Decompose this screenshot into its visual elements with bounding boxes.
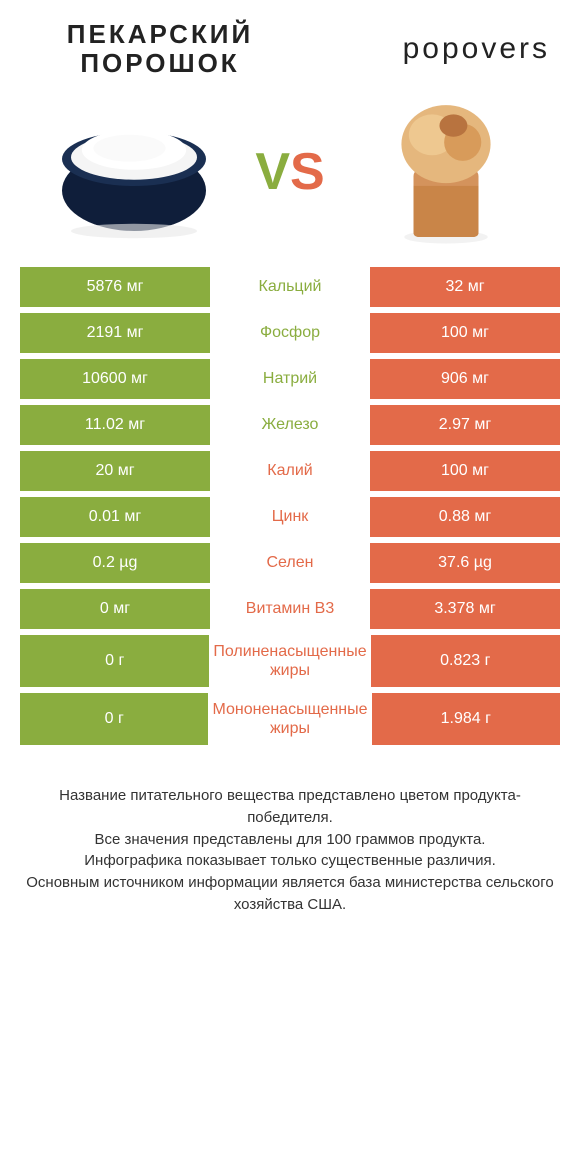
value-left: 0.2 µg [20,543,210,583]
table-row: 10600 мгНатрий906 мг [20,359,560,399]
nutrient-label: Мононенасыщенные жиры [208,693,371,745]
title-right: popovers [290,32,550,66]
value-right: 3.378 мг [370,589,560,629]
table-row: 2191 мгФосфор100 мг [20,313,560,353]
value-right: 906 мг [370,359,560,399]
comparison-table: 5876 мгКальций32 мг2191 мгФосфор100 мг10… [20,267,560,745]
nutrient-label: Полиненасыщенные жиры [209,635,370,687]
value-right: 32 мг [370,267,560,307]
infographic: ПЕКАРСКИЙ ПОРОШОК popovers VS [0,0,580,936]
table-row: 0 гМононенасыщенные жиры1.984 г [20,693,560,745]
popover-image [333,97,560,247]
table-row: 20 мгКалий100 мг [20,451,560,491]
value-right: 37.6 µg [370,543,560,583]
value-left: 5876 мг [20,267,210,307]
nutrient-label: Цинк [210,497,370,537]
value-left: 0.01 мг [20,497,210,537]
images-row: VS [20,97,560,247]
value-left: 0 мг [20,589,210,629]
nutrient-label: Железо [210,405,370,445]
value-right: 0.823 г [371,635,560,687]
footer-text: Название питательного вещества представл… [20,785,560,916]
value-right: 100 мг [370,313,560,353]
value-left: 10600 мг [20,359,210,399]
nutrient-label: Натрий [210,359,370,399]
bowl-image [20,105,247,240]
table-row: 0 мгВитамин B33.378 мг [20,589,560,629]
vs-label: VS [247,142,332,202]
value-right: 2.97 мг [370,405,560,445]
value-left: 0 г [20,693,208,745]
value-right: 1.984 г [372,693,560,745]
table-row: 0.2 µgСелен37.6 µg [20,543,560,583]
value-right: 0.88 мг [370,497,560,537]
nutrient-label: Калий [210,451,370,491]
nutrient-label: Фосфор [210,313,370,353]
value-left: 2191 мг [20,313,210,353]
value-right: 100 мг [370,451,560,491]
table-row: 5876 мгКальций32 мг [20,267,560,307]
nutrient-label: Витамин B3 [210,589,370,629]
value-left: 11.02 мг [20,405,210,445]
value-left: 0 г [20,635,209,687]
nutrient-label: Селен [210,543,370,583]
title-left: ПЕКАРСКИЙ ПОРОШОК [30,20,290,77]
titles-row: ПЕКАРСКИЙ ПОРОШОК popovers [20,10,560,82]
table-row: 11.02 мгЖелезо2.97 мг [20,405,560,445]
table-row: 0.01 мгЦинк0.88 мг [20,497,560,537]
table-row: 0 гПолиненасыщенные жиры0.823 г [20,635,560,687]
value-left: 20 мг [20,451,210,491]
nutrient-label: Кальций [210,267,370,307]
